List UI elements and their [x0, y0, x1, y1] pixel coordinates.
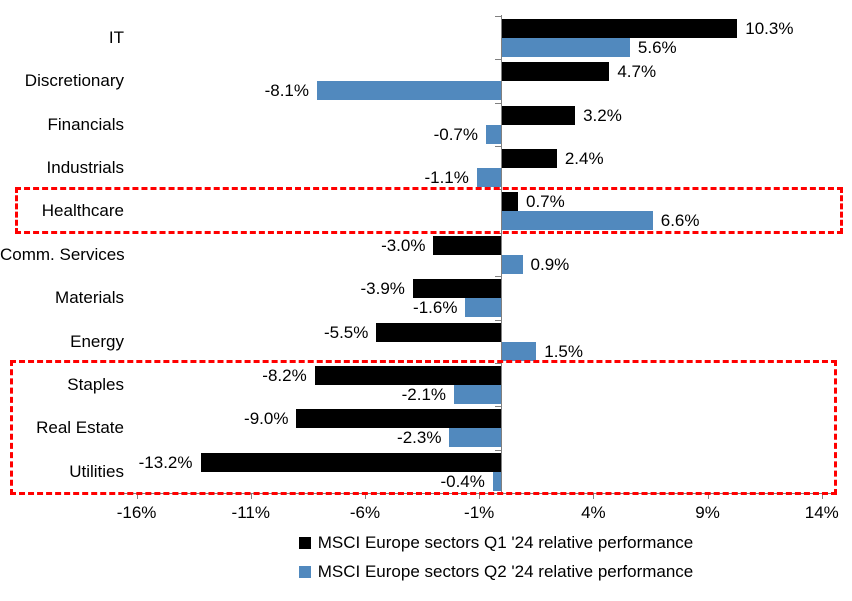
bar-q2-comm-services: [502, 254, 523, 274]
category-label-industrials: Industrials: [46, 158, 124, 178]
bar-q1-healthcare: [502, 192, 518, 212]
bar-q2-healthcare: [502, 211, 653, 231]
y-axis-tick: [495, 16, 501, 17]
bar-q1-real-estate: [296, 409, 502, 429]
bar-q2-energy: [502, 341, 537, 361]
category-label-staples: Staples: [67, 374, 124, 394]
bar-q1-materials: [412, 279, 502, 299]
x-axis-tick: [136, 493, 138, 500]
value-label-q2-materials: -1.6%: [413, 298, 458, 318]
category-label-discretionary: Discretionary: [24, 71, 124, 91]
bar-q1-discretionary: [502, 62, 610, 82]
y-axis-line: [501, 15, 502, 494]
bar-q2-real-estate: [449, 428, 502, 448]
value-label-q1-it: 10.3%: [745, 19, 794, 38]
highlight-box-staples: [10, 360, 837, 496]
bar-q1-comm-services: [433, 235, 502, 255]
legend-swatch-icon: [298, 565, 311, 578]
bar-q1-industrials: [502, 149, 557, 169]
legend-swatch-icon: [298, 536, 311, 549]
x-tick-label: 9%: [695, 503, 720, 522]
bar-q2-industrials: [476, 168, 502, 188]
value-label-q2-real-estate: -2.3%: [397, 428, 442, 448]
category-label-real-estate: Real Estate: [36, 418, 124, 438]
category-label-comm-services: Comm. Services: [0, 244, 125, 264]
x-tick-label: -6%: [349, 503, 381, 522]
legend: MSCI Europe sectors Q1 '24 relative perf…: [140, 532, 852, 582]
value-label-q2-industrials: -1.1%: [424, 168, 469, 188]
bar-q2-staples: [454, 384, 502, 404]
legend-label: MSCI Europe sectors Q1 '24 relative perf…: [317, 532, 694, 552]
bar-q1-utilities: [200, 452, 502, 472]
y-axis-tick: [495, 319, 501, 321]
value-label-q2-discretionary: -8.1%: [264, 81, 309, 101]
x-axis-tick: [707, 493, 709, 500]
bar-q1-energy: [376, 322, 502, 342]
value-label-q1-healthcare: 0.7%: [525, 192, 565, 212]
bar-q2-discretionary: [316, 81, 502, 101]
value-label-q2-utilities: -0.4%: [440, 471, 485, 491]
bar-q2-utilities: [492, 471, 502, 491]
bar-q2-materials: [465, 298, 502, 318]
bar-q1-staples: [314, 365, 502, 385]
value-label-q1-comm-services: -3.0%: [381, 235, 426, 255]
category-label-utilities: Utilities: [69, 461, 124, 481]
y-axis-tick: [495, 276, 501, 278]
legend-item-q2: MSCI Europe sectors Q2 '24 relative perf…: [298, 561, 694, 582]
value-label-q1-utilities: -13.2%: [138, 452, 193, 472]
x-tick-label: -11%: [231, 503, 270, 522]
x-axis-tick: [479, 493, 481, 500]
bar-q2-financials: [486, 124, 502, 144]
value-label-q2-staples: -2.1%: [401, 384, 447, 404]
y-axis-tick: [495, 102, 501, 104]
x-axis-tick: [821, 493, 823, 500]
value-label-q1-staples: -8.2%: [262, 365, 307, 385]
legend-item-q1: MSCI Europe sectors Q1 '24 relative perf…: [298, 532, 694, 553]
category-label-it: IT: [108, 28, 124, 47]
x-tick-label: -1%: [464, 503, 495, 522]
x-axis-tick: [250, 493, 252, 500]
value-label-q2-healthcare: 6.6%: [660, 211, 700, 231]
y-axis-tick: [495, 59, 501, 61]
value-label-q1-industrials: 2.4%: [564, 149, 604, 169]
y-axis-tick: [495, 449, 501, 451]
value-label-q2-financials: -0.7%: [433, 124, 479, 144]
x-tick-label: 4%: [581, 503, 606, 522]
category-label-materials: Materials: [55, 288, 124, 308]
x-tick-label: 14%: [804, 503, 839, 522]
highlight-box-healthcare: [15, 186, 843, 235]
x-axis-tick: [593, 493, 595, 500]
value-label-q2-it: 5.6%: [637, 38, 677, 57]
value-label-q2-energy: 1.5%: [544, 341, 583, 361]
bar-q2-it: [502, 38, 630, 57]
value-label-q2-comm-services: 0.9%: [530, 254, 570, 274]
x-tick-label: -16%: [116, 503, 157, 522]
value-label-q1-financials: 3.2%: [583, 105, 622, 125]
legend-label: MSCI Europe sectors Q2 '24 relative perf…: [317, 561, 694, 581]
category-label-energy: Energy: [70, 331, 124, 351]
y-axis-tick: [495, 146, 501, 148]
category-label-healthcare: Healthcare: [41, 201, 124, 221]
category-label-financials: Financials: [47, 114, 124, 134]
x-axis-tick: [364, 493, 366, 500]
bar-q1-financials: [502, 105, 576, 125]
value-label-q1-energy: -5.5%: [323, 322, 369, 342]
value-label-q1-materials: -3.9%: [360, 279, 405, 299]
value-label-q1-real-estate: -9.0%: [244, 409, 289, 429]
y-axis-tick: [495, 406, 501, 408]
bar-q1-it: [502, 19, 738, 38]
value-label-q1-discretionary: 4.7%: [617, 62, 657, 82]
